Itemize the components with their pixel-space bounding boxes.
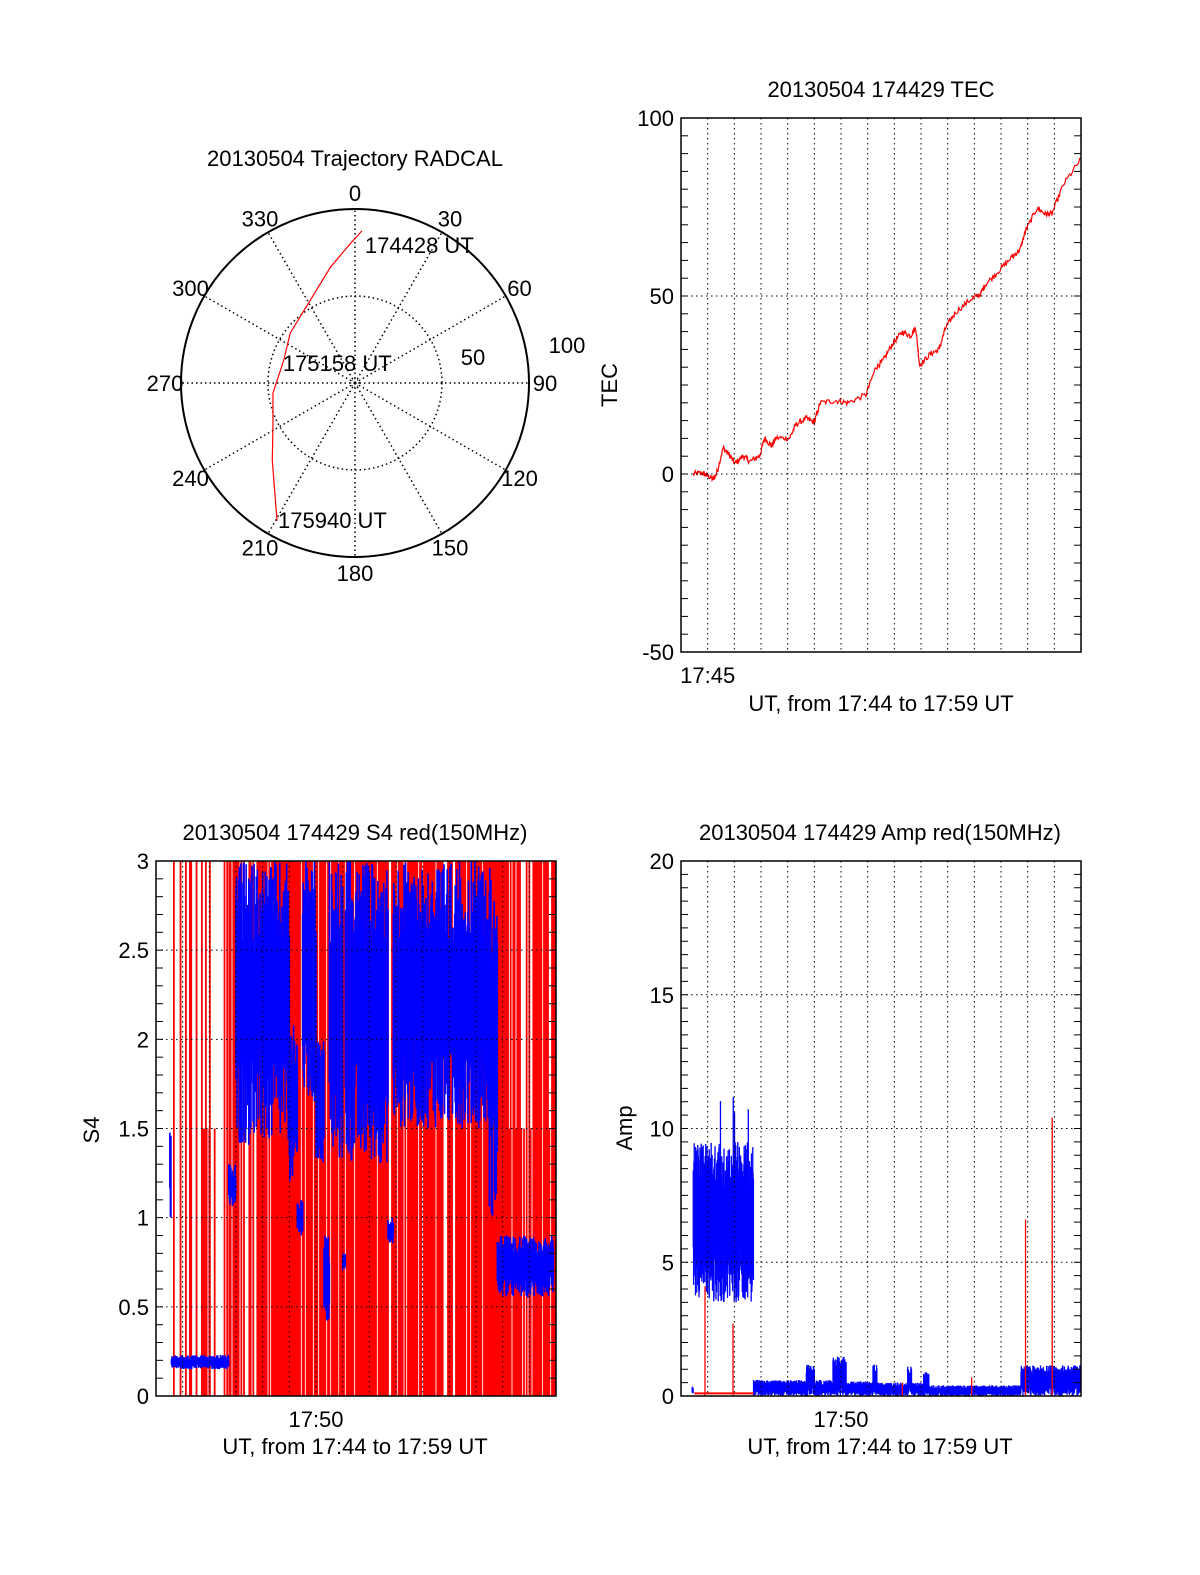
y-tick-label: 0.5 [118,1295,149,1320]
y-tick-label: 5 [662,1250,674,1275]
grid [156,861,556,1396]
y-tick-label: 0 [662,462,674,487]
trajectory-time-label: 175158 UT [283,351,392,376]
amp-ylabel: Amp [612,1105,637,1150]
plot-area [692,157,1082,483]
trajectory-title: 20130504 Trajectory RADCAL [207,146,503,171]
amp-plot: 20130504 174429 Amp red(150MHz) UT, from… [612,820,1082,1459]
tec-title: 20130504 174429 TEC [767,77,994,102]
plot-area [691,1096,1082,1396]
amp-xlabel: UT, from 17:44 to 17:59 UT [747,1434,1012,1459]
s4-ylabel: S4 [79,1117,104,1144]
polar-outer-ring [180,208,530,558]
y-tick-label: 50 [650,284,674,309]
polar-spoke [354,382,507,471]
polar-radial-label: 100 [549,333,586,358]
polar-angle-label: 0 [349,181,361,206]
y-tick-label: -50 [642,640,674,665]
grid [681,118,1081,652]
polar-radial-label: 50 [461,345,485,370]
s4-xlabel: UT, from 17:44 to 17:59 UT [222,1434,487,1459]
x-tick-label: 17:45 [680,663,735,688]
x-tick-label: 17:50 [813,1407,868,1432]
polar-spoke [267,382,356,535]
amp-title: 20130504 174429 Amp red(150MHz) [699,820,1061,845]
polar-spoke [267,231,356,384]
polar-angle-label: 30 [438,206,462,231]
polar-angle-label: 210 [242,536,279,561]
y-tick-label: 100 [637,106,674,131]
trajectory-polar-plot: 20130504 Trajectory RADCAL 0 30 60 90 120 150… [147,146,586,586]
tec-xlabel: UT, from 17:44 to 17:59 UT [748,691,1013,716]
polar-spoke [354,295,507,384]
trajectory-time-label: 175940 UT [278,508,387,533]
s4-plot: 20130504 174429 S4 red(150MHz) UT, from … [79,820,557,1459]
y-tick-label: 15 [650,983,674,1008]
polar-angle-label: 120 [501,466,538,491]
polar-angle-label: 330 [242,206,279,231]
tec-ylabel: TEC [597,363,622,407]
polar-angle-label: 270 [147,371,184,396]
polar-angle-label: 90 [533,371,557,396]
polar-angle-label: 60 [507,276,531,301]
y-tick-label: 10 [650,1117,674,1142]
trajectory-line [271,230,363,521]
axes-frame [680,860,1082,1397]
tec-series-line [692,157,1082,483]
polar-angle-label: 300 [172,276,209,301]
axes-frame [155,860,557,1397]
polar-angle-label: 150 [432,536,469,561]
y-tick-label: 20 [650,849,674,874]
y-tick-label: 0 [662,1384,674,1409]
polar-angle-label: 180 [337,561,374,586]
polar-angle-label: 240 [172,466,209,491]
y-tick-label: 1 [137,1206,149,1231]
polar-center-mark [350,378,360,388]
axes-frame [680,117,1082,653]
y-tick-label: 2.5 [118,938,149,963]
y-tick-label: 2 [137,1027,149,1052]
y-tick-label: 1.5 [118,1117,149,1142]
grid [681,861,1081,1396]
polar-spoke [354,382,443,535]
trajectory-time-label: 174428 UT [365,233,474,258]
polar-spoke [203,295,356,384]
polar-spoke [203,382,356,471]
s4-title: 20130504 174429 S4 red(150MHz) [183,820,528,845]
x-tick-label: 17:50 [288,1407,343,1432]
y-tick-label: 3 [137,849,149,874]
polar-spoke [354,231,443,384]
y-tick-label: 0 [137,1384,149,1409]
tec-line-plot: 20130504 174429 TEC UT, from 17:44 to 17… [597,77,1082,716]
